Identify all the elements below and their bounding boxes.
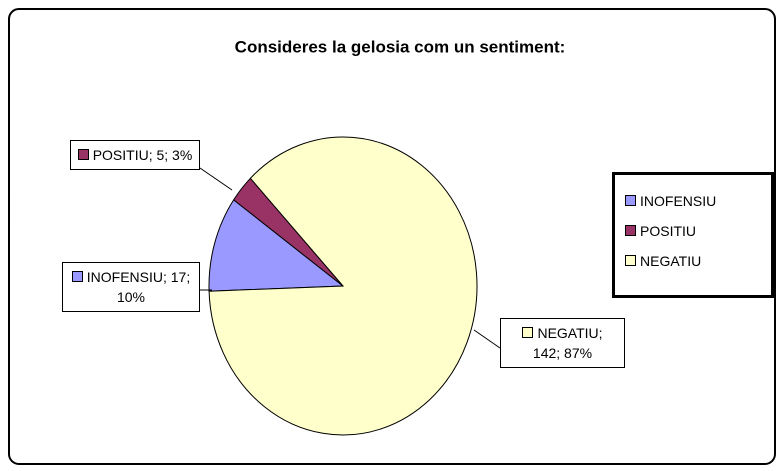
data-label-text: INOFENSIU; 17; 10% xyxy=(86,269,191,305)
data-label: INOFENSIU; 17; 10% xyxy=(62,262,200,312)
legend-text: NEGATIU xyxy=(640,253,702,269)
data-label-text: POSITIU; 5; 3% xyxy=(92,147,193,163)
data-label: NEGATIU; 142; 87% xyxy=(500,318,625,368)
legend-swatch xyxy=(625,255,636,266)
legend-text: POSITIU xyxy=(640,223,697,239)
data-label: POSITIU; 5; 3% xyxy=(70,140,200,170)
data-label-text: NEGATIU; 142; 87% xyxy=(532,325,603,361)
legend-item: NEGATIU xyxy=(625,253,701,269)
label-swatch xyxy=(71,271,83,282)
pie-slice xyxy=(208,199,345,292)
legend-swatch xyxy=(625,225,636,236)
leader-line xyxy=(199,167,233,191)
legend-text: INOFENSIU xyxy=(640,193,717,209)
label-swatch xyxy=(77,149,89,160)
label-swatch xyxy=(522,327,534,338)
pie-slice xyxy=(208,136,478,436)
legend-swatch xyxy=(625,195,636,206)
chart-title: Consideres la gelosia com un sentiment: xyxy=(235,37,566,56)
legend-item: INOFENSIU xyxy=(625,193,716,209)
leader-line xyxy=(473,329,501,349)
legend-item: POSITIU xyxy=(625,223,696,239)
legend: INOFENSIU POSITIU NEGATIU xyxy=(612,172,774,298)
